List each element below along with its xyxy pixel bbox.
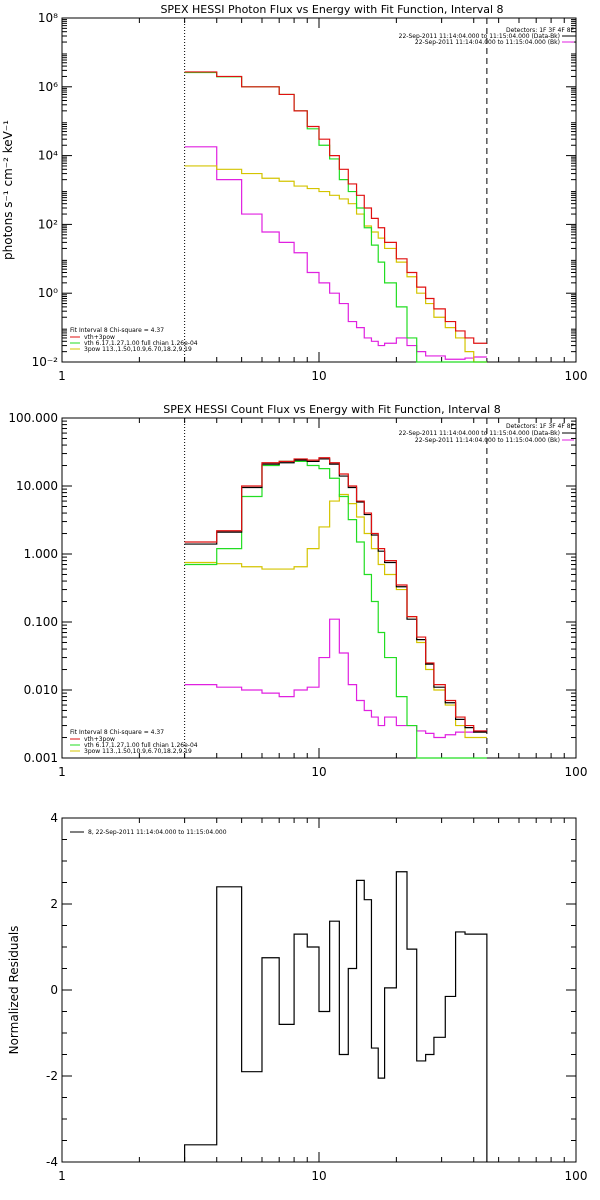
legend-data-bk: 22-Sep-2011 11:14:04.000 to 11:15:04.000…: [399, 33, 560, 40]
x-tick-label: 100: [565, 765, 588, 779]
count-flux-title: SPEX HESSI Count Flux vs Energy with Fit…: [163, 403, 500, 416]
series-bk: [184, 618, 487, 739]
legend-pow: 3pow 113.,1.50,10.9,6.70,18.2,9.19: [84, 346, 192, 353]
photon-flux-legend: Detectors: 1F 3F 4F 8F 22-Sep-2011 11:14…: [70, 27, 575, 353]
series-vth: [184, 71, 487, 363]
series-3pow: [184, 493, 487, 739]
y-tick-label: 10⁴: [38, 149, 58, 163]
y-tick-label: 100.000: [8, 411, 58, 425]
legend-vth-2: vth 6.17,1.27,1.00 full chian 1.26e-04: [84, 742, 198, 749]
photon-flux-ylabel: photons s⁻¹ cm⁻² keV⁻¹: [1, 120, 15, 260]
legend-pow-2: 3pow 113.,1.50,10.9,6.70,18.2,9.19: [84, 748, 192, 755]
x-tick-label: 10: [311, 765, 326, 779]
x-tick-label: 100: [565, 1169, 588, 1183]
count-flux-legend: Detectors: 1F 3F 4F 8F 22-Sep-2011 11:14…: [70, 423, 575, 755]
x-tick-label: 100: [565, 369, 588, 383]
y-tick-label: 10⁰: [38, 286, 58, 300]
series-3pow: [184, 165, 487, 363]
residuals-legend: 8, 22-Sep-2011 11:14:04.000 to 11:15:04.…: [88, 829, 227, 836]
y-tick-label: 10⁸: [38, 11, 58, 25]
y-tick-label: 2: [50, 897, 58, 911]
y-tick-label: 10²: [38, 217, 58, 231]
series-data-bk: [184, 458, 487, 733]
legend-total-2: vth+3pow: [84, 736, 115, 743]
residuals-panel: Normalized Residuals 8, 22-Sep-2011 11:1…: [7, 811, 587, 1183]
legend-fit-interval-2: Fit Interval 8 Chi-square = 4.37: [70, 729, 164, 736]
legend-detectors: Detectors: 1F 3F 4F 8F: [506, 27, 575, 34]
y-tick-label: 0: [50, 983, 58, 997]
y-tick-label: 10.000: [16, 479, 58, 493]
residuals-series: [184, 871, 488, 1162]
y-tick-label: 0.010: [24, 683, 58, 697]
series-vth: [184, 460, 487, 759]
legend-data-bk-2: 22-Sep-2011 11:14:04.000 to 11:15:04.000…: [399, 430, 560, 437]
series-vth-3pow: [184, 71, 487, 344]
x-tick-label: 1: [58, 1169, 66, 1183]
legend-total: vth+3pow: [84, 334, 115, 341]
legend-detectors-2: Detectors: 1F 3F 4F 8F: [506, 423, 575, 430]
y-tick-label: 1.000: [24, 547, 58, 561]
count-flux-panel: SPEX HESSI Count Flux vs Energy with Fit…: [8, 403, 587, 779]
y-tick-label: 0.001: [24, 751, 58, 765]
y-tick-label: 0.100: [24, 615, 58, 629]
photon-flux-title: SPEX HESSI Photon Flux vs Energy with Fi…: [160, 3, 503, 16]
photon-flux-panel: SPEX HESSI Photon Flux vs Energy with Fi…: [1, 3, 587, 383]
x-tick-label: 1: [58, 765, 66, 779]
y-tick-label: 10⁶: [38, 80, 58, 94]
series-vth-3pow: [184, 457, 487, 732]
series-bk: [184, 146, 487, 360]
y-tick-label: 10⁻²: [32, 355, 59, 369]
legend-fit-interval: Fit Interval 8 Chi-square = 4.37: [70, 327, 164, 334]
x-tick-label: 10: [311, 369, 326, 383]
legend-bk: 22-Sep-2011 11:14:04.000 to 11:15:04.000…: [415, 39, 560, 46]
y-tick-label: -2: [46, 1069, 58, 1083]
legend-vth: vth 6.17,1.27,1.00 full chian 1.26e-04: [84, 340, 198, 347]
x-tick-label: 1: [58, 369, 66, 383]
x-tick-label: 10: [311, 1169, 326, 1183]
residuals-ylabel: Normalized Residuals: [7, 926, 21, 1055]
y-tick-label: 4: [50, 811, 58, 825]
legend-bk-2: 22-Sep-2011 11:14:04.000 to 11:15:04.000…: [415, 437, 560, 444]
y-tick-label: -4: [46, 1155, 58, 1169]
